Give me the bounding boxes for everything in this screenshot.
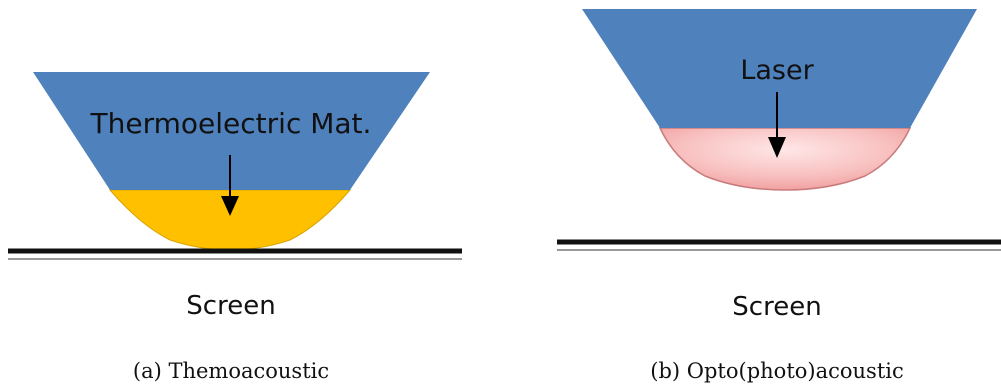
laser-body [582, 9, 977, 128]
down-arrow-head-icon [221, 196, 239, 216]
panel-thermoacoustic: Thermoelectric Mat. Screen (a) Themoacou… [8, 72, 462, 383]
caption-a: (a) Themoacoustic [133, 359, 329, 383]
transducer-body [33, 72, 430, 190]
screen-label: Screen [732, 292, 821, 322]
panel-optoacoustic: Laser Screen (b) Opto(photo)acoustic [557, 9, 1001, 383]
screen-label: Screen [186, 291, 275, 321]
device-label-thermoelectric: Thermoelectric Mat. [90, 107, 372, 140]
device-label-laser: Laser [740, 55, 814, 86]
down-arrow-head-icon [768, 137, 786, 158]
laser-tip [658, 127, 912, 191]
caption-b: (b) Opto(photo)acoustic [650, 359, 903, 383]
